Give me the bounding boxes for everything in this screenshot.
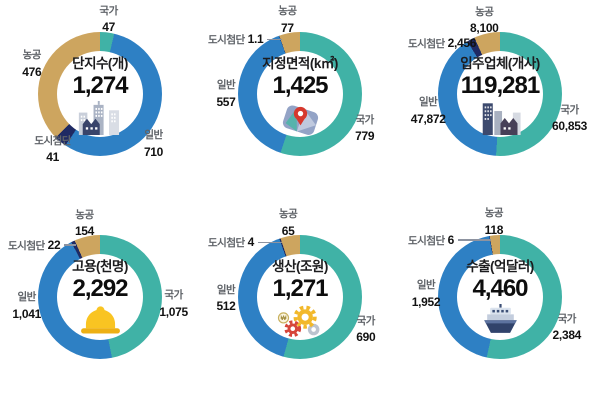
chart-cell-3: 입주업체(개사) 119,281 국가 60,853 일반 47,872 도시첨단 2,456… <box>400 0 600 200</box>
segment-label-general: 일반 710 <box>143 129 164 159</box>
segment-label-general: 일반 557 <box>216 79 236 109</box>
segment-label-agro: 농공 118 <box>484 207 504 237</box>
segment-label-general: 일반 1,952 <box>411 279 441 310</box>
donut-hole <box>257 254 343 340</box>
chart-cell-5: 생산(조원) 1,271 ₩ 국가 690 일반 512 도시첨단 4 농공 65 <box>200 200 400 403</box>
donut-hole <box>57 254 143 340</box>
segment-label-urban: 도시첨단 41 <box>34 135 72 165</box>
donut-hole <box>457 51 543 137</box>
segment-label-national: 국가 2,384 <box>552 312 582 343</box>
segment-label-general: 일반 47,872 <box>410 96 446 126</box>
chart-cell-1: 단지수(개) 1,274 국가 47 일반 710 도시첨단 41 농공 476 <box>0 0 200 200</box>
segment-label-agro: 농공 77 <box>278 5 297 35</box>
segment-label-national: 국가 779 <box>355 114 375 144</box>
segment-label-agro: 농공 8,100 <box>470 5 499 36</box>
label-leader-line <box>267 38 282 41</box>
label-leader-line <box>64 244 77 246</box>
segment-label-agro: 농공 476 <box>22 49 42 80</box>
segment-label-agro: 농공 154 <box>74 208 95 239</box>
segment-label-urban: 도시첨단 1.1 <box>208 32 264 47</box>
donut-hole <box>457 254 543 340</box>
segment-label-general: 일반 512 <box>216 283 236 314</box>
segment-label-national: 국가 1,075 <box>159 289 188 319</box>
label-leader-line <box>458 239 491 241</box>
segment-label-national: 국가 47 <box>99 4 118 35</box>
segment-label-urban: 도시첨단 4 <box>208 235 255 250</box>
chart-cell-2: 지정면적(k㎡) 1,425 국가 779 일반 557 도시첨단 1.1 농공 77 <box>200 0 400 200</box>
segment-label-national: 국가 60,853 <box>552 103 587 134</box>
donut-hole <box>57 51 143 137</box>
segment-label-urban: 도시첨단 22 <box>8 237 61 252</box>
segment-label-urban: 도시첨단 2,456 <box>408 35 477 50</box>
segment-label-national: 국가 690 <box>356 315 376 345</box>
donut-hole <box>257 51 343 137</box>
label-leader-line <box>258 241 283 244</box>
chart-cell-6: 수출(억달러) 4,460 국가 2,384 일반 1,952 도시첨단 6 농공 118 <box>400 200 600 403</box>
segment-label-agro: 농공 65 <box>279 208 298 238</box>
chart-cell-4: 고용(천명) 2,292 국가 1,075 일반 1,041 도시첨단 22 농공 154 <box>0 200 200 403</box>
segment-label-urban: 도시첨단 6 <box>408 232 455 247</box>
segment-label-general: 일반 1,041 <box>12 291 41 321</box>
